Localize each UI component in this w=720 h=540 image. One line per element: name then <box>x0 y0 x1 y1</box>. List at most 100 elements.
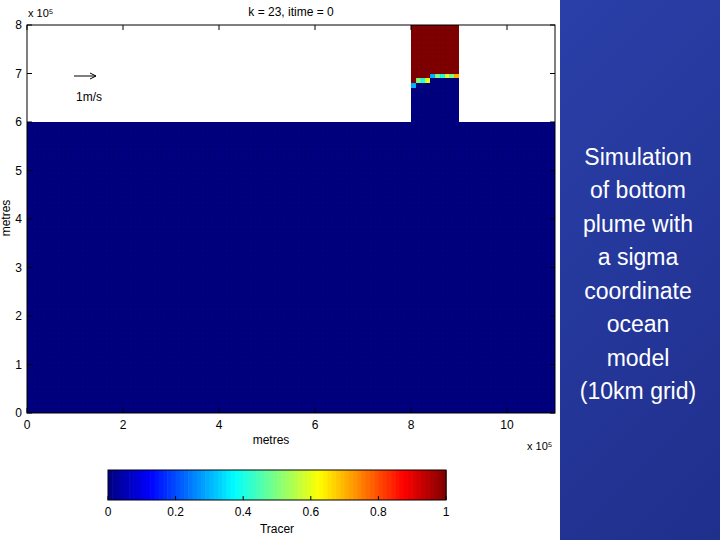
y-tick-label: 8 <box>15 18 22 32</box>
colorbar-tick-label: 0.6 <box>302 505 319 519</box>
colorbar-step <box>235 470 240 500</box>
x-tick <box>507 408 508 413</box>
cell-texture <box>435 78 440 122</box>
cell-texture <box>449 74 454 79</box>
cell-texture <box>411 83 416 88</box>
x-multiplier: x 10⁵ <box>527 440 552 452</box>
colorbar-step <box>260 470 265 500</box>
cell <box>425 83 430 122</box>
colorbar-step <box>171 470 176 500</box>
cell-texture <box>449 25 454 74</box>
colorbar-step <box>429 470 434 500</box>
cell <box>421 83 426 122</box>
cell-texture <box>440 74 445 79</box>
y-tick-label: 5 <box>15 164 22 178</box>
x-tick-label: 10 <box>500 418 514 432</box>
cell <box>27 122 555 413</box>
colorbar-tick-label: 0.2 <box>167 505 184 519</box>
cell-texture <box>440 25 445 74</box>
colorbar-step <box>226 470 231 500</box>
cell <box>430 78 435 122</box>
colorbar-step <box>129 470 134 500</box>
colorbar-step <box>146 470 151 500</box>
colorbar-tick <box>108 496 109 500</box>
x-tick <box>315 408 316 413</box>
y-tick <box>27 219 32 220</box>
y-tick <box>550 364 555 365</box>
colorbar-step <box>252 470 257 500</box>
cell <box>440 25 445 74</box>
cell <box>454 74 459 79</box>
x-tick <box>411 408 412 413</box>
y-tick <box>27 364 32 365</box>
cell-texture <box>411 88 416 122</box>
colorbar-step <box>231 470 236 500</box>
colorbar-tick <box>310 496 311 500</box>
colorbar-step <box>239 470 244 500</box>
x-tick <box>27 25 28 30</box>
cell <box>440 74 445 79</box>
colorbar-step <box>438 470 443 500</box>
plot-background <box>27 25 555 413</box>
cell <box>421 78 426 83</box>
colorbar-step <box>264 470 269 500</box>
colorbar-step <box>116 470 121 500</box>
cell <box>435 74 440 79</box>
y-tick <box>27 122 32 123</box>
colorbar-step <box>285 470 290 500</box>
cell-texture <box>421 78 426 83</box>
colorbar-tick-label: 1 <box>443 505 450 519</box>
cell-texture <box>435 74 440 79</box>
cell <box>421 25 426 78</box>
colorbar-step <box>336 470 341 500</box>
colorbar-step <box>307 470 312 500</box>
colorbar-step <box>150 470 155 500</box>
cell-texture <box>435 25 440 74</box>
y-tick <box>27 413 32 414</box>
cell <box>416 25 421 78</box>
cell <box>445 74 450 79</box>
colorbar-step <box>112 470 117 500</box>
cell-texture <box>421 25 426 78</box>
cell <box>449 78 454 122</box>
cell-texture <box>430 78 435 122</box>
y-multiplier: x 10⁵ <box>28 7 53 19</box>
x-tick <box>123 25 124 30</box>
colorbar-step <box>362 470 367 500</box>
colorbar-step <box>345 470 350 500</box>
colorbar-step <box>108 470 113 500</box>
colorbar-step <box>294 470 299 500</box>
cell <box>449 74 454 79</box>
y-tick <box>550 267 555 268</box>
cell-texture <box>454 25 459 74</box>
colorbar-step <box>315 470 320 500</box>
colorbar-step <box>142 470 147 500</box>
x-tick <box>411 25 412 30</box>
x-label: metres <box>253 433 290 447</box>
x-tick <box>123 408 124 413</box>
reference-arrow-head <box>90 73 96 79</box>
caption-line: a sigma <box>598 244 679 270</box>
colorbar-step <box>404 470 409 500</box>
y-tick-label: 3 <box>15 261 22 275</box>
cell-texture <box>416 25 421 78</box>
colorbar-step <box>201 470 206 500</box>
colorbar-tick-label: 0 <box>105 505 112 519</box>
caption-line: ocean <box>607 311 670 337</box>
y-tick <box>27 267 32 268</box>
y-tick <box>550 316 555 317</box>
cell-texture <box>425 83 430 122</box>
x-tick-label: 8 <box>408 418 415 432</box>
caption-line: (10km grid) <box>580 378 696 404</box>
colorbar-step <box>328 470 333 500</box>
x-tick <box>219 408 220 413</box>
x-tick <box>507 25 508 30</box>
cell-texture <box>445 25 450 74</box>
cell-texture <box>430 74 435 79</box>
cell-texture <box>27 122 555 413</box>
y-tick-label: 2 <box>15 309 22 323</box>
colorbar-step <box>273 470 278 500</box>
y-tick-label: 1 <box>15 358 22 372</box>
y-tick <box>550 219 555 220</box>
colorbar-step <box>298 470 303 500</box>
